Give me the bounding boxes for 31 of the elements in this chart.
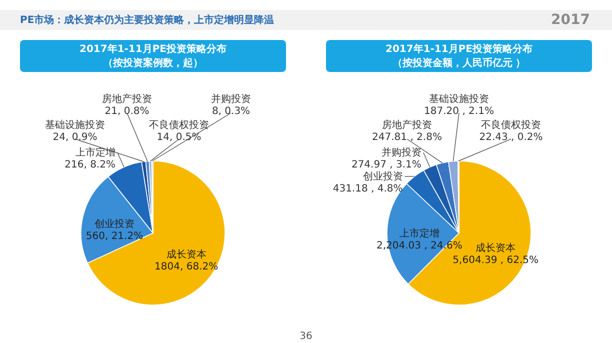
chart-subtitle: （按投资金额，人民币亿元 ） [392, 57, 526, 69]
data-label: 24, 0.9% [52, 132, 98, 143]
slice-label: 不良债权投资 [149, 119, 209, 131]
chart-title: 2017年1-11月PE投资策略分布 [385, 43, 533, 55]
text: 2017 [551, 12, 590, 28]
slice-label: 上市定增 [75, 146, 116, 158]
chart-subtitle: （按投资案例数，起） [103, 57, 203, 69]
text: PE市场：成长资本仍为主要投资策略，上市定增明显降温 [20, 14, 274, 26]
data-label: 560, 21.2% [86, 230, 144, 242]
slice-label: 房地产投资 [382, 119, 432, 131]
slice-label: 创业投资 [94, 218, 134, 230]
data-label: 22.43 , 0.2% [479, 132, 543, 143]
slice-label: 并购投资 [211, 93, 251, 105]
data-label: 274.97 , 3.1% [351, 160, 422, 171]
data-label: 216, 8.2% [64, 159, 116, 170]
data-label: 8, 0.3% [212, 106, 250, 117]
slice-label: 成长资本 [166, 248, 206, 260]
data-label: 187.20 , 2.1% [424, 106, 494, 117]
chart-title: 2017年1-11月PE投资策略分布 [79, 43, 227, 55]
slice-label: 上市定增 [399, 228, 440, 240]
slice-label: 不良债权投资 [481, 119, 541, 131]
slice-label: 基础设施投资 [429, 93, 489, 105]
data-label: 247.81 , 2.8% [372, 132, 442, 143]
data-label: 21, 0.8% [104, 106, 150, 117]
slice-label: 创业投资 [362, 170, 403, 183]
slice-label: 并购投资 [381, 146, 422, 159]
slice-label: 房地产投资 [102, 93, 152, 105]
slice-label: 成长资本 [476, 242, 516, 254]
data-label: 431.18 , 4.8% [332, 184, 403, 195]
text: 36 [300, 331, 312, 342]
slice-label: 基础设施投资 [45, 119, 105, 131]
